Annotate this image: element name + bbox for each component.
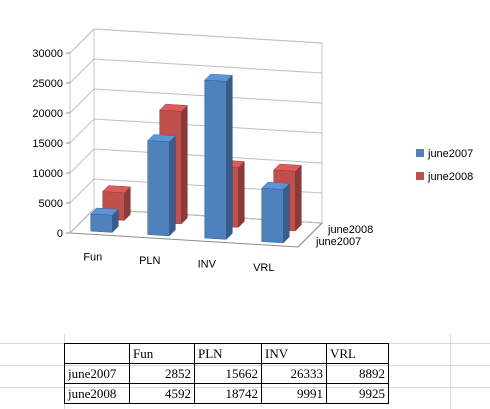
bar-front — [204, 79, 227, 240]
bar-side — [181, 104, 188, 225]
y-tick-label: 20000 — [32, 108, 63, 120]
bar-june2007-Fun — [90, 207, 119, 234]
x-tick-label: PLN — [139, 255, 160, 267]
y-tick-label: 0 — [57, 228, 63, 240]
x-tick-label: Fun — [83, 251, 102, 263]
bar-side — [283, 182, 290, 244]
legend-swatch — [416, 172, 424, 180]
y-tick-label: 5000 — [39, 198, 63, 210]
gridline — [69, 148, 323, 174]
gridline — [69, 58, 323, 84]
gridline — [69, 178, 323, 204]
table-cell[interactable]: 2852 — [129, 363, 195, 384]
x-tick-label: VRL — [253, 262, 274, 274]
x-axis-labels: Fun PLN INV VRL — [83, 251, 274, 274]
table-header-row: Fun PLN INV VRL — [64, 343, 389, 364]
bar-side — [295, 164, 302, 232]
table-cell[interactable]: 18742 — [194, 383, 262, 404]
chart-legend: june2007 june2008 — [416, 148, 473, 183]
table-header-cell[interactable]: PLN — [194, 343, 262, 364]
bar-front — [147, 140, 170, 237]
bar-june2007-VRL — [261, 181, 290, 244]
table-cell[interactable]: 26333 — [261, 363, 327, 384]
bar-front — [261, 187, 284, 244]
table-cell[interactable]: 4592 — [129, 383, 195, 404]
table-header-cell[interactable]: Fun — [129, 343, 195, 364]
chart-gridlines — [66, 28, 323, 234]
y-tick-label: 30000 — [32, 48, 63, 60]
legend-swatch — [416, 149, 424, 157]
row-label-cell[interactable]: june2007 — [64, 363, 130, 384]
depth-axis-line — [297, 222, 323, 248]
legend-label: june2008 — [427, 171, 473, 183]
chart-bars — [90, 73, 302, 244]
bar-june2007-PLN — [147, 134, 176, 237]
depth-tick-label: june2007 — [315, 236, 361, 248]
bar-side — [238, 160, 245, 229]
gridline — [69, 208, 323, 234]
table-header-cell[interactable] — [64, 343, 130, 364]
bar-front — [90, 213, 113, 233]
spreadsheet-area: Fun PLN INV VRL june2007 2852 15662 2633… — [0, 334, 490, 409]
y-tick-label: 10000 — [32, 168, 63, 180]
row-label-cell[interactable]: june2008 — [64, 383, 130, 404]
table-row: june2007 2852 15662 26333 8892 — [64, 363, 389, 384]
table-header-cell[interactable]: INV — [261, 343, 327, 364]
bar-side — [169, 135, 176, 237]
table-header-cell[interactable]: VRL — [326, 343, 389, 364]
legend-label: june2007 — [427, 148, 473, 160]
data-table: Fun PLN INV VRL june2007 2852 15662 2633… — [64, 343, 389, 404]
table-cell[interactable]: 8892 — [326, 363, 389, 384]
y-tick-label: 15000 — [32, 138, 63, 150]
table-cell[interactable]: 9925 — [326, 383, 389, 404]
gridline — [69, 118, 323, 144]
y-tick-label: 25000 — [32, 78, 63, 90]
x-tick-label: INV — [198, 258, 217, 270]
table-row: june2008 4592 18742 9991 9925 — [64, 383, 389, 404]
table-cell[interactable]: 9991 — [261, 383, 327, 404]
bar-chart-3d: 0 5000 10000 15000 20000 25000 30000 Fun PLN INV… — [32, 27, 473, 274]
table-cell[interactable]: 15662 — [194, 363, 262, 384]
gridline — [69, 28, 323, 54]
gridline — [69, 88, 323, 114]
sheet-gridline — [450, 334, 451, 409]
y-axis-ticks: 0 5000 10000 15000 20000 25000 30000 — [32, 48, 63, 240]
depth-tick-label: june2008 — [327, 224, 373, 236]
bar-side — [226, 74, 233, 241]
bar-june2007-INV — [204, 73, 233, 241]
